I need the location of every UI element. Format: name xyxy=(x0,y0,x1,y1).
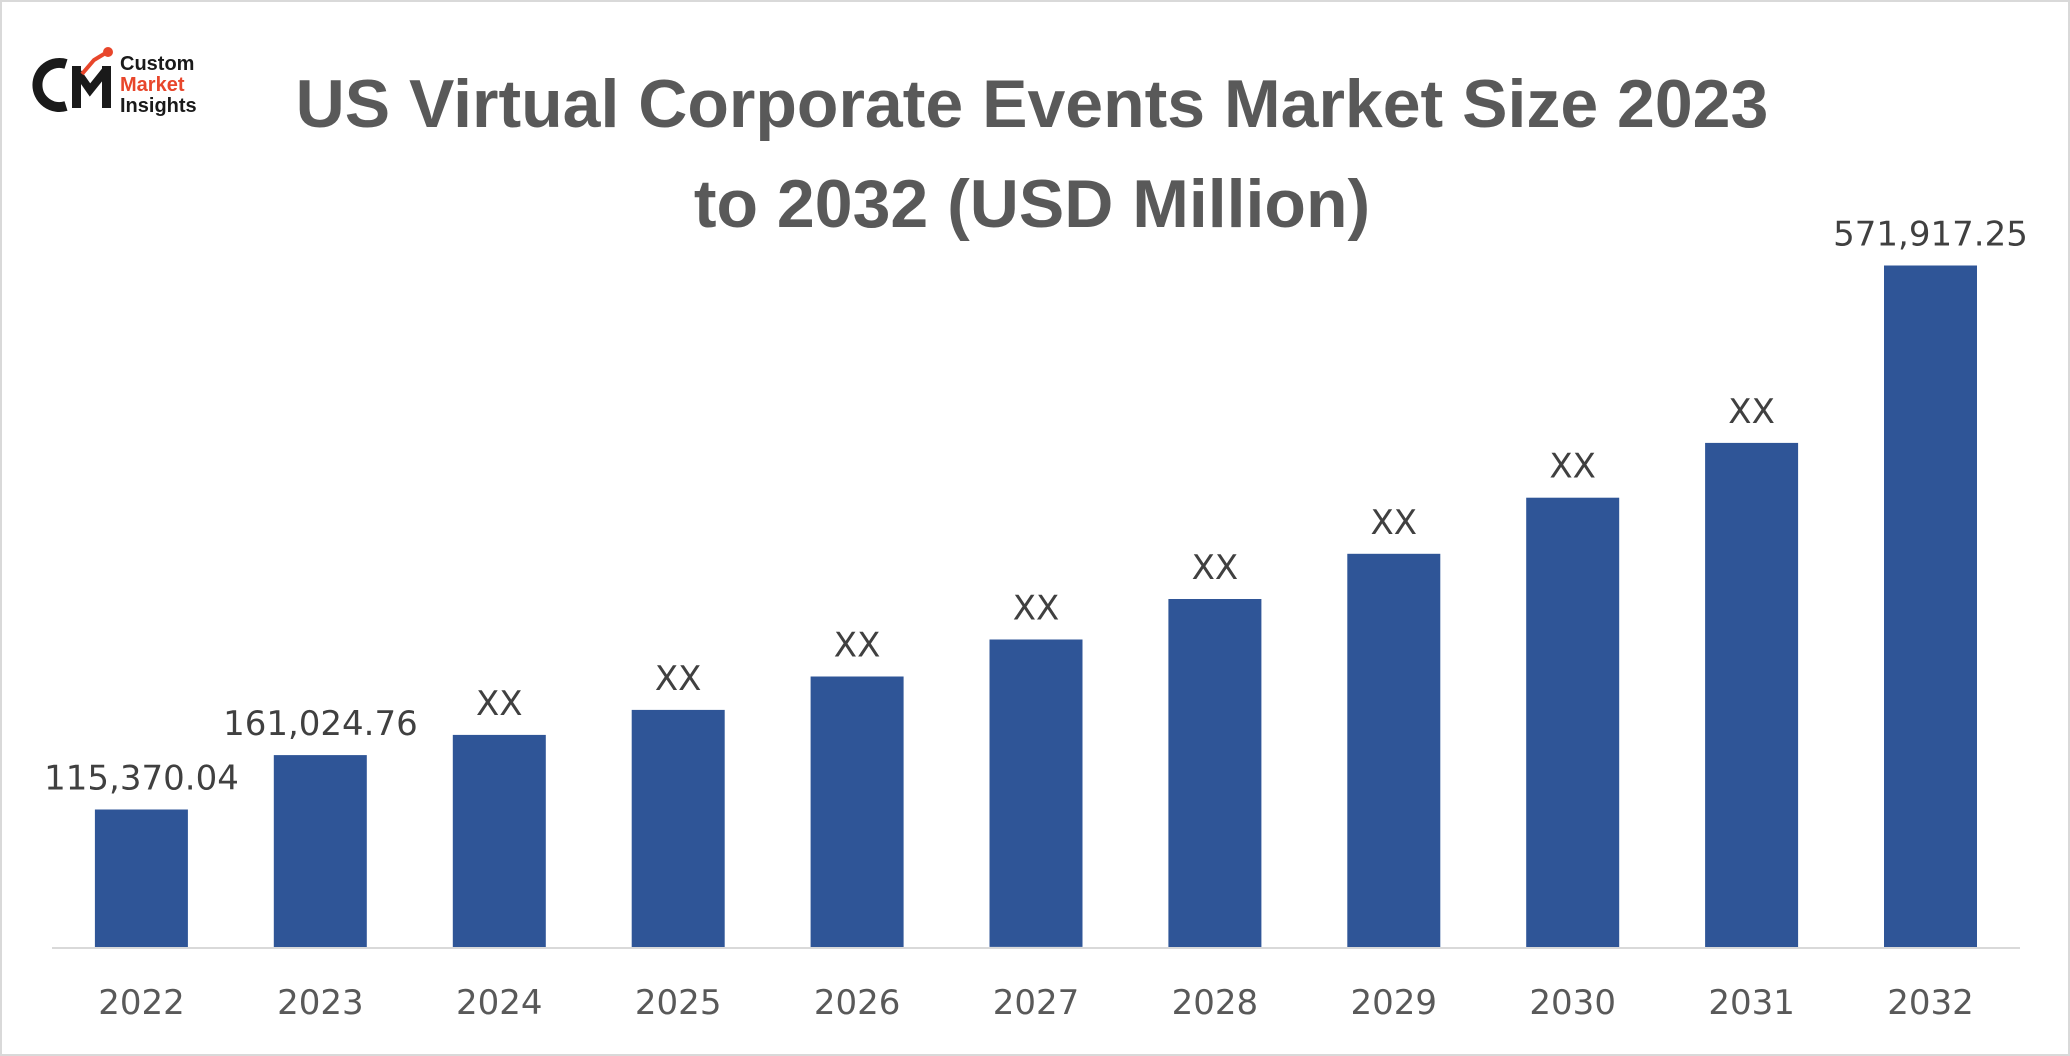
data-label-2027: XX xyxy=(1013,589,1060,629)
x-tick-2028: 2028 xyxy=(1172,983,1259,1023)
data-labels: 115,370.04 161,024.76 XX XX XX XX XX XX XX XX 571,… xyxy=(44,215,2028,799)
data-label-2030: XX xyxy=(1549,447,1596,487)
bar-2022 xyxy=(94,809,188,947)
logo-line-market: Market xyxy=(120,74,185,96)
x-tick-2024: 2024 xyxy=(456,983,543,1023)
data-label-2026: XX xyxy=(834,626,881,666)
logo-line-custom: Custom xyxy=(120,53,195,75)
bar-2024 xyxy=(452,734,546,947)
logo-wordmark: Custom Market Insights xyxy=(120,54,197,117)
data-label-2029: XX xyxy=(1371,503,1418,543)
cmi-logo-mark xyxy=(32,47,113,112)
data-label-2031: XX xyxy=(1728,392,1775,432)
chart-title-line-1: US Virtual Corporate Events Market Size … xyxy=(295,66,1769,142)
bar-2032 xyxy=(1884,265,1977,947)
data-label-2022: 115,370.04 xyxy=(44,759,239,799)
x-tick-2025: 2025 xyxy=(635,983,722,1023)
bar-2030 xyxy=(1526,497,1620,947)
x-tick-2023: 2023 xyxy=(277,983,364,1023)
bar-2027 xyxy=(989,639,1083,947)
bar-2025 xyxy=(631,709,725,947)
bar-2023 xyxy=(273,755,367,947)
logo-line-insights: Insights xyxy=(120,95,197,117)
chart-title: US Virtual Corporate Events Market Size … xyxy=(232,54,1832,254)
data-label-2025: XX xyxy=(655,659,702,699)
bar-series xyxy=(94,265,1977,948)
x-tick-2026: 2026 xyxy=(814,983,901,1023)
data-label-2023: 161,024.76 xyxy=(223,704,418,744)
x-axis-ticks: 2022 2023 2024 2025 2026 2027 2028 2029 2030 2031… xyxy=(98,983,1974,1023)
x-tick-2029: 2029 xyxy=(1351,983,1438,1023)
chart-title-line-2: to 2032 (USD Million) xyxy=(693,166,1371,242)
x-tick-2022: 2022 xyxy=(98,983,185,1023)
bar-2029 xyxy=(1347,553,1441,948)
data-label-2028: XX xyxy=(1192,548,1239,588)
company-logo: Custom Market Insights xyxy=(32,40,222,126)
data-label-2032: 571,917.25 xyxy=(1833,215,2028,255)
x-tick-2031: 2031 xyxy=(1708,983,1795,1023)
bar-2028 xyxy=(1168,599,1262,947)
data-label-2024: XX xyxy=(476,684,523,724)
bar-2026 xyxy=(810,676,904,947)
bar-2031 xyxy=(1705,442,1799,947)
x-tick-2027: 2027 xyxy=(993,983,1080,1023)
x-tick-2030: 2030 xyxy=(1529,983,1616,1023)
x-tick-2032: 2032 xyxy=(1887,983,1974,1023)
